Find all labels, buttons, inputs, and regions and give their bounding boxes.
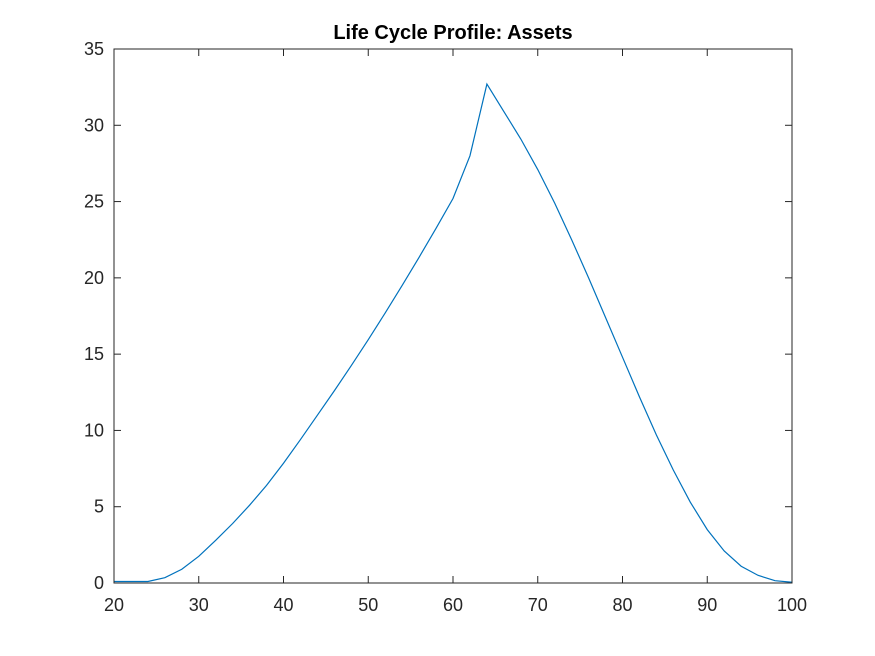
x-tick-label: 50	[358, 595, 378, 615]
chart-title: Life Cycle Profile: Assets	[333, 22, 572, 44]
plot-area-border	[113, 48, 793, 584]
y-tick-label: 35	[84, 39, 104, 59]
series-layer	[114, 82, 793, 583]
x-tick-label: 80	[612, 595, 632, 615]
x-tick-label: 90	[697, 595, 717, 615]
x-tick-label: 20	[104, 595, 124, 615]
x-tick-label: 40	[273, 595, 293, 615]
y-tick-label: 30	[84, 115, 104, 135]
y-tick-label: 5	[94, 497, 104, 517]
y-tick-label: 20	[84, 268, 104, 288]
y-tick-label: 15	[84, 344, 104, 364]
x-tick-label: 100	[777, 595, 807, 615]
series-line-0	[114, 82, 793, 583]
y-tick-label: 25	[84, 192, 104, 212]
x-tick-label: 30	[189, 595, 209, 615]
y-tick-label: 10	[84, 420, 104, 440]
x-tick-label: 60	[443, 595, 463, 615]
x-tick-label: 70	[528, 595, 548, 615]
y-tick-label: 0	[94, 573, 104, 593]
axis-ticks: 20 30 40 50 60 70 80 90 100 0 5 10 15 20 25 30 35	[84, 39, 807, 615]
